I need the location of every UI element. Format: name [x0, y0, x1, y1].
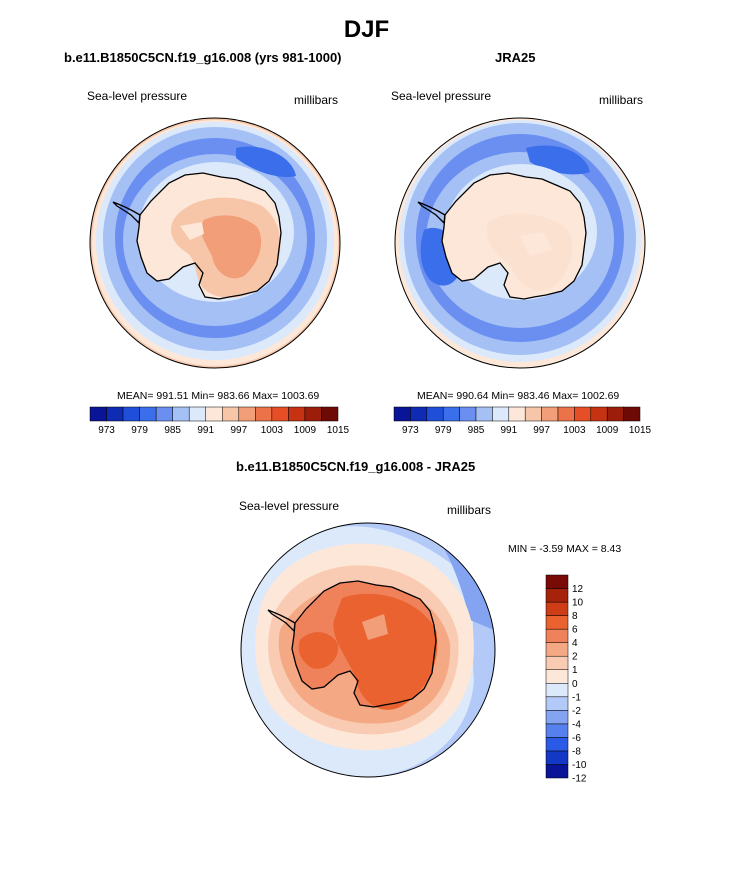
colorbar-tick-label: 973	[402, 425, 419, 436]
colorbar-swatch	[106, 406, 124, 422]
colorbar-tick-label: 1015	[629, 425, 652, 436]
colorbar-swatch	[205, 406, 223, 422]
colorbar-swatch	[524, 406, 542, 422]
colorbar-tick-label: -6	[572, 733, 581, 744]
colorbar-swatch	[623, 406, 641, 422]
colorbar-swatch	[459, 406, 477, 422]
colorbar-tick-label: 10	[572, 598, 584, 609]
colorbar-swatch	[606, 406, 624, 422]
colorbar-tick-label: -8	[572, 746, 581, 757]
colorbar-swatch	[222, 406, 240, 422]
panel2-colorbar: 973 979 985 991 997 1003 1009 1015	[393, 406, 652, 436]
panel1-units-label: millibars	[294, 93, 339, 107]
colorbar-swatch	[545, 574, 569, 589]
colorbar-swatch	[188, 406, 206, 422]
colorbar-swatch	[508, 406, 526, 422]
colorbar-swatch	[545, 628, 569, 643]
colorbar-tick-label: -12	[572, 774, 587, 785]
colorbar-swatch	[545, 615, 569, 630]
colorbar-swatch	[271, 406, 289, 422]
panel1-variable-label: Sea-level pressure	[87, 89, 188, 103]
panel1-title: b.e11.B1850C5CN.f19_g16.008 (yrs 981-100…	[64, 50, 342, 65]
colorbar-swatch	[238, 406, 256, 422]
colorbar-swatch	[492, 406, 510, 422]
colorbar-tick-label: 973	[98, 425, 115, 436]
colorbar-tick-label: 997	[230, 425, 247, 436]
colorbar-tick-label: -1	[572, 692, 581, 703]
colorbar-tick-label: 979	[435, 425, 452, 436]
colorbar-swatch	[590, 406, 608, 422]
colorbar-swatch	[557, 406, 575, 422]
colorbar-swatch	[545, 669, 569, 684]
colorbar-tick-label: 991	[500, 425, 517, 436]
colorbar-swatch	[410, 406, 428, 422]
colorbar-swatch	[545, 696, 569, 711]
colorbar-tick-label: 2	[572, 652, 578, 663]
colorbar-swatch	[172, 406, 190, 422]
colorbar-swatch	[545, 750, 569, 765]
colorbar-swatch	[442, 406, 460, 422]
panel2-stats: MEAN= 990.64 Min= 983.46 Max= 1002.69	[417, 390, 620, 402]
colorbar-tick-label: 979	[131, 425, 148, 436]
colorbar-swatch	[255, 406, 273, 422]
colorbar-tick-label: 991	[197, 425, 214, 436]
page-title: DJF	[343, 16, 390, 43]
panel1-map	[89, 117, 341, 369]
colorbar-swatch	[155, 406, 173, 422]
colorbar-tick-label: 997	[533, 425, 550, 436]
colorbar-swatch	[426, 406, 444, 422]
panel1-stats: MEAN= 991.51 Min= 983.66 Max= 1003.69	[117, 390, 320, 402]
colorbar-swatch	[545, 642, 569, 657]
colorbar-tick-label: 1009	[294, 425, 317, 436]
colorbar-swatch	[321, 406, 339, 422]
colorbar-tick-label: 4	[572, 638, 578, 649]
colorbar-swatch	[304, 406, 322, 422]
colorbar-tick-label: 985	[468, 425, 485, 436]
colorbar-swatch	[545, 764, 569, 779]
colorbar-tick-label: 8	[572, 611, 578, 622]
colorbar-tick-label: 6	[572, 625, 578, 636]
colorbar-swatch	[288, 406, 306, 422]
colorbar-swatch	[545, 588, 569, 603]
panel3-variable-label: Sea-level pressure	[239, 499, 340, 513]
panel3-map	[240, 522, 496, 778]
colorbar-tick-label: 12	[572, 584, 584, 595]
panel2-map	[394, 117, 646, 369]
colorbar-tick-label: -4	[572, 719, 581, 730]
colorbar-swatch	[541, 406, 559, 422]
colorbar-tick-label: 1003	[261, 425, 284, 436]
panel1-colorbar: 973 979 985 991 997 1003 1009 1015	[89, 406, 350, 436]
colorbar-tick-label: 985	[164, 425, 181, 436]
colorbar-swatch	[393, 406, 411, 422]
colorbar-swatch	[89, 406, 107, 422]
colorbar-tick-label: 1015	[327, 425, 350, 436]
colorbar-swatch	[545, 683, 569, 698]
colorbar-swatch	[139, 406, 157, 422]
colorbar-swatch	[545, 723, 569, 738]
colorbar-swatch	[545, 601, 569, 616]
colorbar-swatch	[122, 406, 140, 422]
colorbar-swatch	[545, 710, 569, 725]
colorbar-tick-label: 1003	[563, 425, 586, 436]
panel2-title: JRA25	[495, 50, 536, 65]
colorbar-tick-label: -2	[572, 706, 581, 717]
colorbar-tick-label: 1	[572, 665, 578, 676]
panel3-units-label: millibars	[447, 503, 492, 517]
colorbar-tick-label: -10	[572, 760, 587, 771]
colorbar-tick-label: 1009	[596, 425, 619, 436]
panel3-title: b.e11.B1850C5CN.f19_g16.008 - JRA25	[236, 459, 476, 474]
panel2-variable-label: Sea-level pressure	[391, 89, 492, 103]
panel2-units-label: millibars	[599, 93, 644, 107]
colorbar-swatch	[545, 655, 569, 670]
panel3-stats: MIN = -3.59 MAX = 8.43	[508, 543, 622, 555]
colorbar-tick-label: 0	[572, 679, 578, 690]
colorbar-swatch	[574, 406, 592, 422]
colorbar-swatch	[475, 406, 493, 422]
colorbar-swatch	[545, 737, 569, 752]
